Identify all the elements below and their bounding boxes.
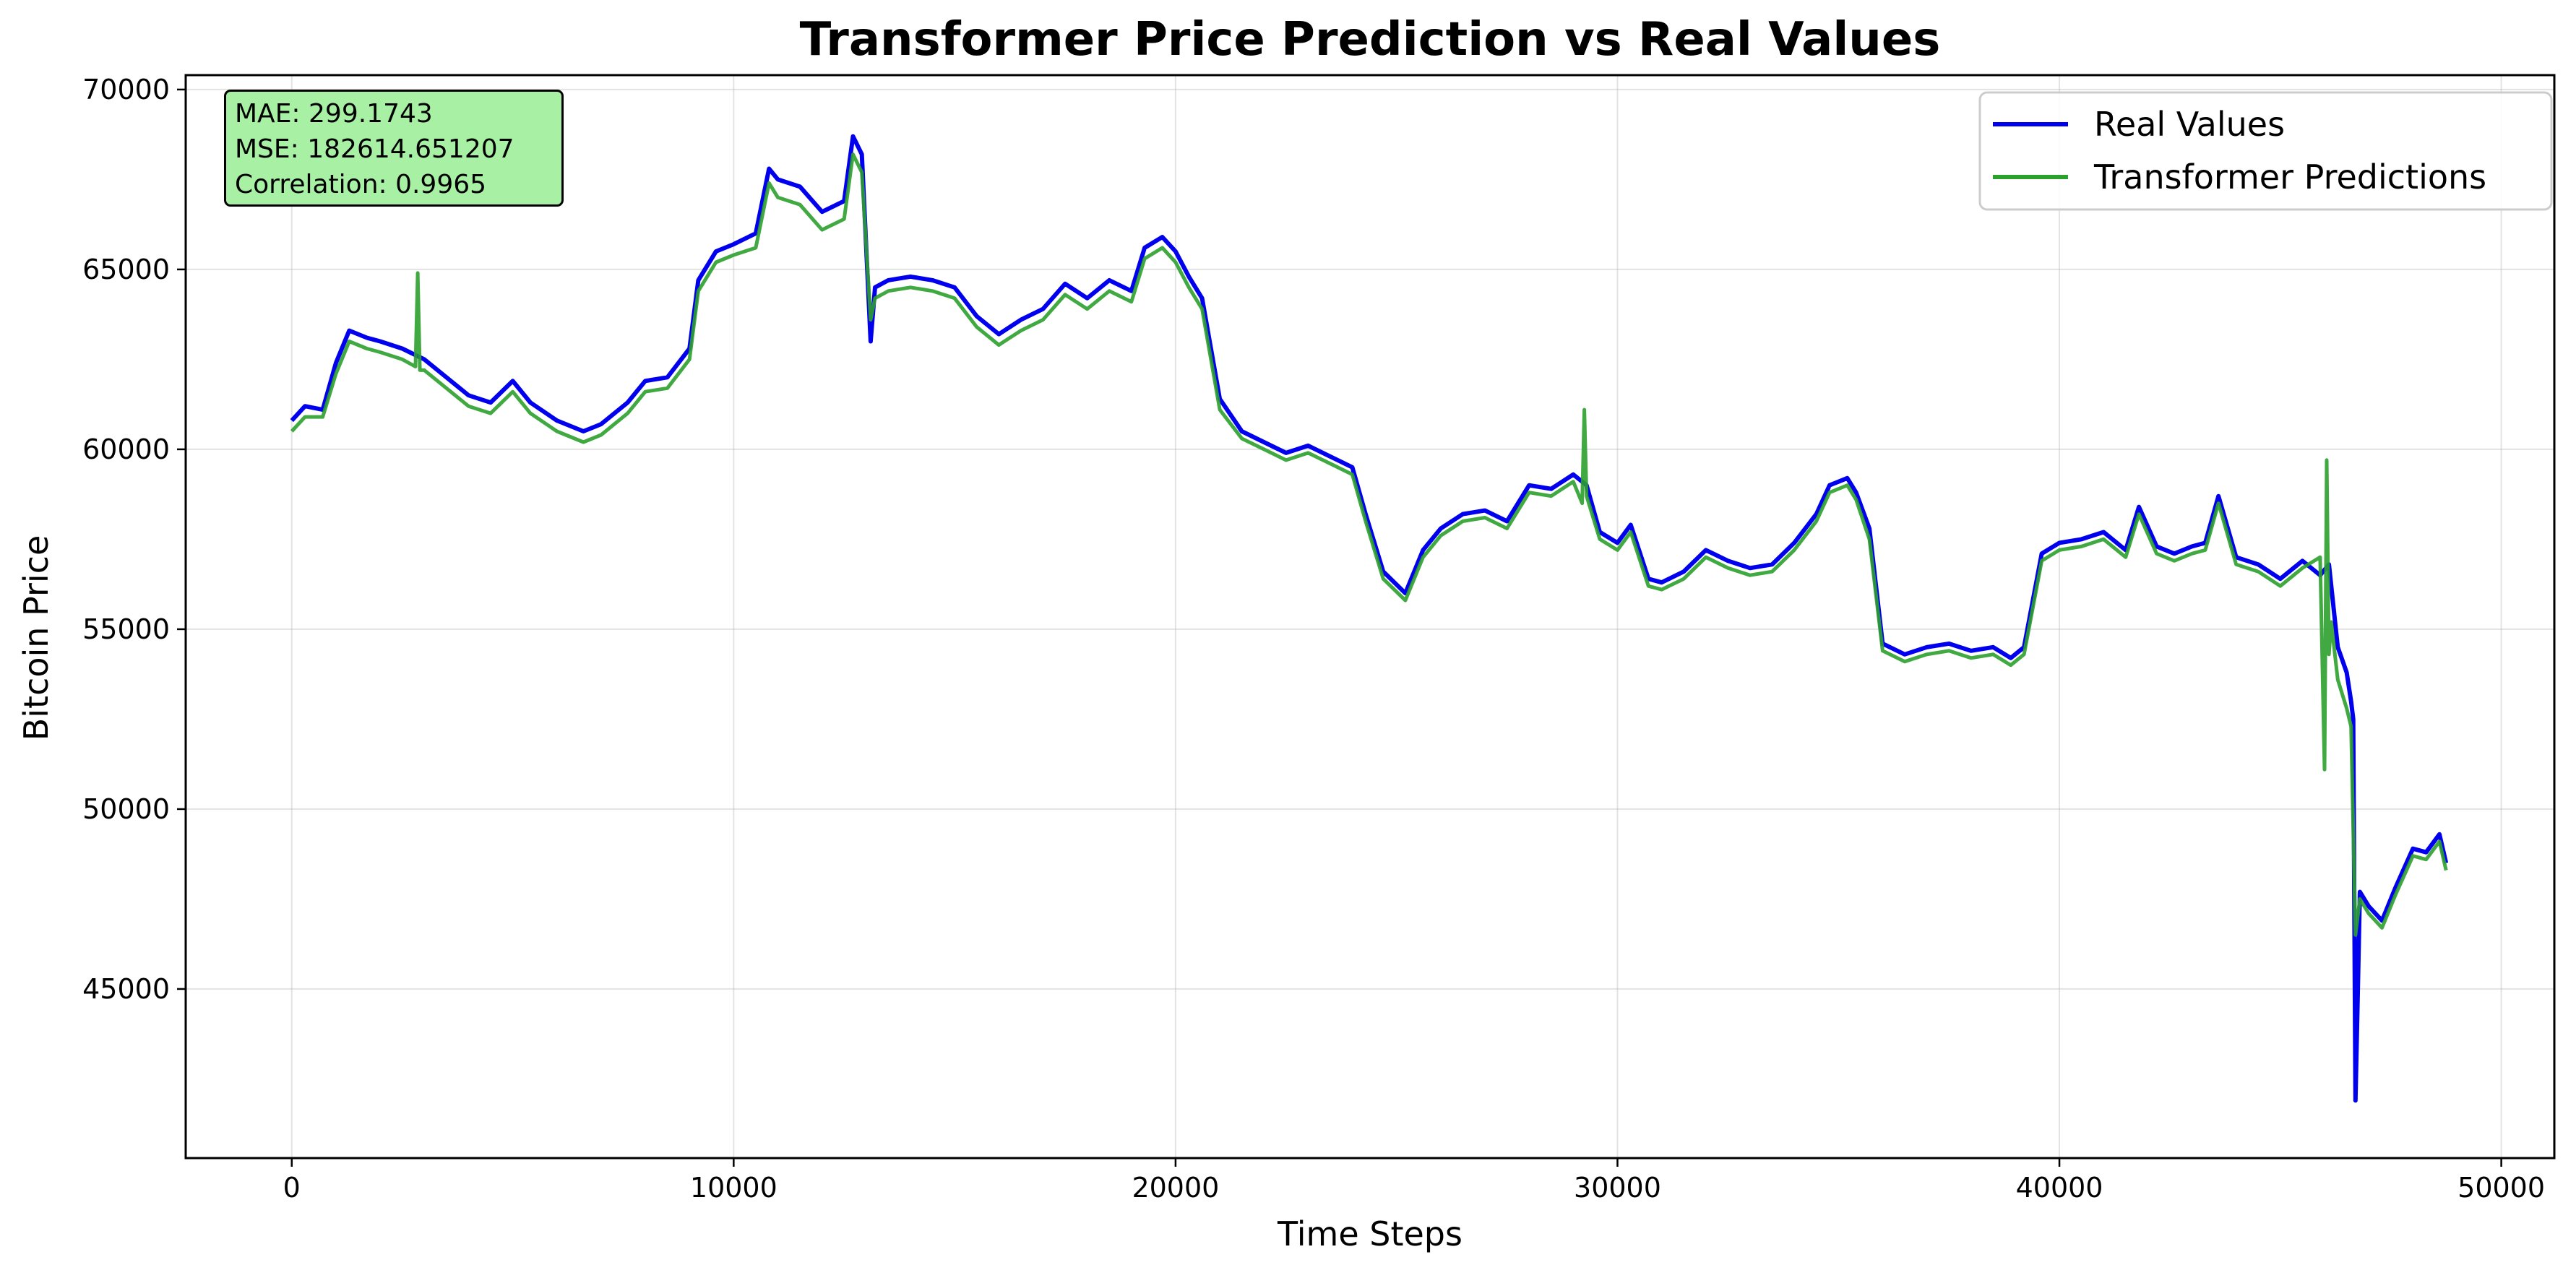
y-tick-label: 55000 <box>82 613 170 645</box>
plot-frame <box>184 74 2556 1160</box>
transformer-predictions-line <box>290 152 2448 937</box>
y-tick-label: 45000 <box>82 973 170 1005</box>
legend-label-predictions: Transformer Predictions <box>2093 157 2486 197</box>
series-lines <box>290 134 2449 1103</box>
x-axis-ticks: 0 10000 20000 30000 40000 50000 <box>283 1158 2545 1204</box>
legend: Real Values Transformer Predictions <box>1978 91 2553 211</box>
x-tick-label: 50000 <box>2457 1172 2545 1204</box>
mae-text: MAE: 299.1743 <box>235 99 433 129</box>
x-tick-label: 40000 <box>2016 1172 2103 1204</box>
y-tick-label: 50000 <box>82 793 170 825</box>
metrics-annotation-box: MAE: 299.1743 MSE: 182614.651207 Correla… <box>224 90 564 207</box>
x-axis-label: Time Steps <box>1277 1214 1463 1253</box>
y-axis-label: Bitcoin Price <box>17 535 56 741</box>
chart-title: Transformer Price Prediction vs Real Val… <box>800 13 1941 66</box>
y-tick-label: 60000 <box>82 433 170 465</box>
grid-lines <box>186 75 2554 1158</box>
real-values-line <box>290 134 2449 1103</box>
x-tick-label: 20000 <box>1132 1172 1219 1204</box>
x-tick-label: 10000 <box>690 1172 777 1204</box>
x-tick-label: 0 <box>283 1172 301 1204</box>
legend-label-real: Real Values <box>2094 105 2285 144</box>
y-axis-ticks: 45000 50000 55000 60000 65000 70000 <box>82 74 186 1005</box>
legend-frame <box>1978 91 2553 211</box>
mse-text: MSE: 182614.651207 <box>235 134 514 164</box>
y-tick-label: 65000 <box>82 254 170 285</box>
x-tick-label: 30000 <box>1574 1172 1661 1204</box>
correlation-text: Correlation: 0.9965 <box>235 170 487 199</box>
y-tick-label: 70000 <box>82 74 170 105</box>
